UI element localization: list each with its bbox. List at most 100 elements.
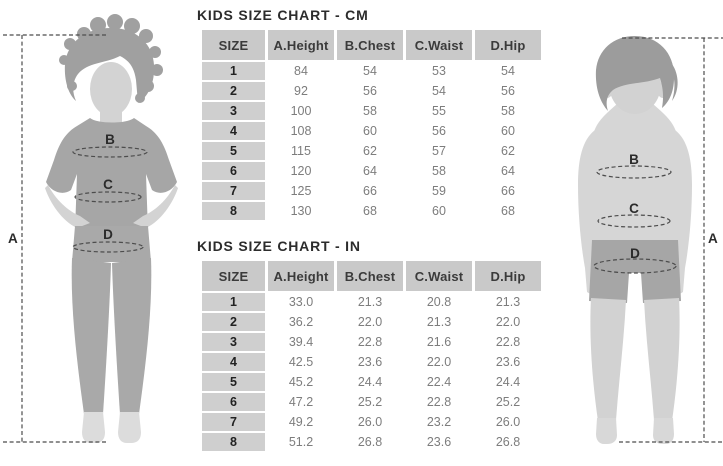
value-cell: 130 (290, 204, 312, 218)
size-chart-cm-section: KIDS SIZE CHART - CM SIZE A.Height B.Chest… (197, 8, 547, 222)
value-cell: 60 (501, 124, 515, 138)
boy-height-label: A (708, 231, 718, 246)
value-cell: 21.3 (357, 295, 383, 309)
column-header: SIZE (202, 30, 265, 60)
size-cell: 5 (202, 373, 265, 391)
size-cell: 6 (202, 162, 265, 180)
value-cell: 21.3 (495, 295, 521, 309)
value-cell: 47.2 (288, 395, 314, 409)
value-cell: 115 (291, 144, 311, 158)
value-cell: 120 (290, 164, 312, 178)
size-chart-in-section: KIDS SIZE CHART - IN SIZE A.Height B.Chest… (197, 239, 547, 453)
table-row: 8 130 68 60 68 (202, 202, 541, 220)
value-cell: 23.6 (495, 355, 521, 369)
table-row: 3 39.4 22.8 21.6 22.8 (202, 333, 541, 351)
table-row: 2 36.2 22.0 21.3 22.0 (202, 313, 541, 331)
value-cell: 26.8 (495, 435, 521, 449)
value-cell: 64 (363, 164, 377, 178)
value-cell: 20.8 (426, 295, 452, 309)
value-cell: 23.6 (357, 355, 383, 369)
size-cell: 1 (202, 293, 265, 311)
table-row: 7 125 66 59 66 (202, 182, 541, 200)
size-cell: 4 (202, 353, 265, 371)
value-cell: 42.5 (288, 355, 314, 369)
value-cell: 55 (432, 104, 446, 118)
value-cell: 39.4 (288, 335, 314, 349)
value-cell: 54 (501, 64, 515, 78)
column-header: D.Hip (475, 261, 541, 291)
column-header: C.Waist (406, 261, 472, 291)
girl-face (90, 62, 132, 124)
size-table-cm: SIZE A.Height B.Chest C.Waist D.Hip 1 84 54 53 5… (199, 28, 544, 222)
value-cell: 24.4 (357, 375, 383, 389)
value-cell: 68 (363, 204, 377, 218)
girl-hip-ellipse (72, 241, 144, 253)
value-cell: 100 (290, 104, 312, 118)
size-cell: 3 (202, 102, 265, 120)
size-cell: 2 (202, 82, 265, 100)
boy-chest-ellipse (596, 165, 672, 179)
value-cell: 56 (363, 84, 377, 98)
boy-waist-ellipse (597, 214, 671, 228)
value-cell: 26.0 (357, 415, 383, 429)
boy-hip-label: D (630, 246, 640, 261)
value-cell: 26.0 (495, 415, 521, 429)
value-cell: 66 (501, 184, 515, 198)
value-cell: 22.8 (357, 335, 383, 349)
table-row: 8 51.2 26.8 23.6 26.8 (202, 433, 541, 451)
size-cell: 8 (202, 433, 265, 451)
girl-waist-label: C (103, 177, 113, 192)
size-cell: 2 (202, 313, 265, 331)
value-cell: 125 (290, 184, 312, 198)
girl-shirt (46, 118, 177, 237)
value-cell: 56 (501, 84, 515, 98)
value-cell: 57 (432, 144, 446, 158)
header-row: SIZE A.Height B.Chest C.Waist D.Hip (202, 30, 541, 60)
value-cell: 62 (501, 144, 515, 158)
value-cell: 25.2 (495, 395, 521, 409)
value-cell: 84 (294, 64, 308, 78)
girl-feet (82, 412, 141, 443)
value-cell: 58 (501, 104, 515, 118)
header-row: SIZE A.Height B.Chest C.Waist D.Hip (202, 261, 541, 291)
table-row: 6 47.2 25.2 22.8 25.2 (202, 393, 541, 411)
column-header: D.Hip (475, 30, 541, 60)
value-cell: 22.8 (426, 395, 452, 409)
value-cell: 26.8 (357, 435, 383, 449)
value-cell: 60 (363, 124, 377, 138)
value-cell: 56 (432, 124, 446, 138)
value-cell: 25.2 (357, 395, 383, 409)
table-row: 4 42.5 23.6 22.0 23.6 (202, 353, 541, 371)
boy-shorts (589, 240, 681, 303)
size-chart-cm-title: KIDS SIZE CHART - CM (197, 7, 369, 23)
value-cell: 59 (432, 184, 446, 198)
boy-feet (596, 418, 674, 444)
value-cell: 23.2 (426, 415, 452, 429)
value-cell: 22.0 (495, 315, 521, 329)
value-cell: 51.2 (288, 435, 314, 449)
size-cell: 6 (202, 393, 265, 411)
table-row: 4 108 60 56 60 (202, 122, 541, 140)
girl-waist-ellipse (74, 191, 142, 203)
table-row: 7 49.2 26.0 23.2 26.0 (202, 413, 541, 431)
value-cell: 108 (290, 124, 312, 138)
table-row: 2 92 56 54 56 (202, 82, 541, 100)
table-row: 1 84 54 53 54 (202, 62, 541, 80)
girl-arms (45, 185, 178, 228)
size-cell: 8 (202, 202, 265, 220)
value-cell: 22.8 (495, 335, 521, 349)
girl-height-label: A (8, 231, 18, 246)
boy-legs (590, 298, 680, 421)
value-cell: 24.4 (495, 375, 521, 389)
value-cell: 54 (363, 64, 377, 78)
table-row: 1 33.0 21.3 20.8 21.3 (202, 293, 541, 311)
girl-chest-label: B (105, 132, 115, 147)
value-cell: 62 (363, 144, 377, 158)
size-cell: 1 (202, 62, 265, 80)
column-header: B.Chest (337, 30, 403, 60)
table-row: 5 115 62 57 62 (202, 142, 541, 160)
value-cell: 66 (363, 184, 377, 198)
column-header: SIZE (202, 261, 265, 291)
size-cell: 4 (202, 122, 265, 140)
